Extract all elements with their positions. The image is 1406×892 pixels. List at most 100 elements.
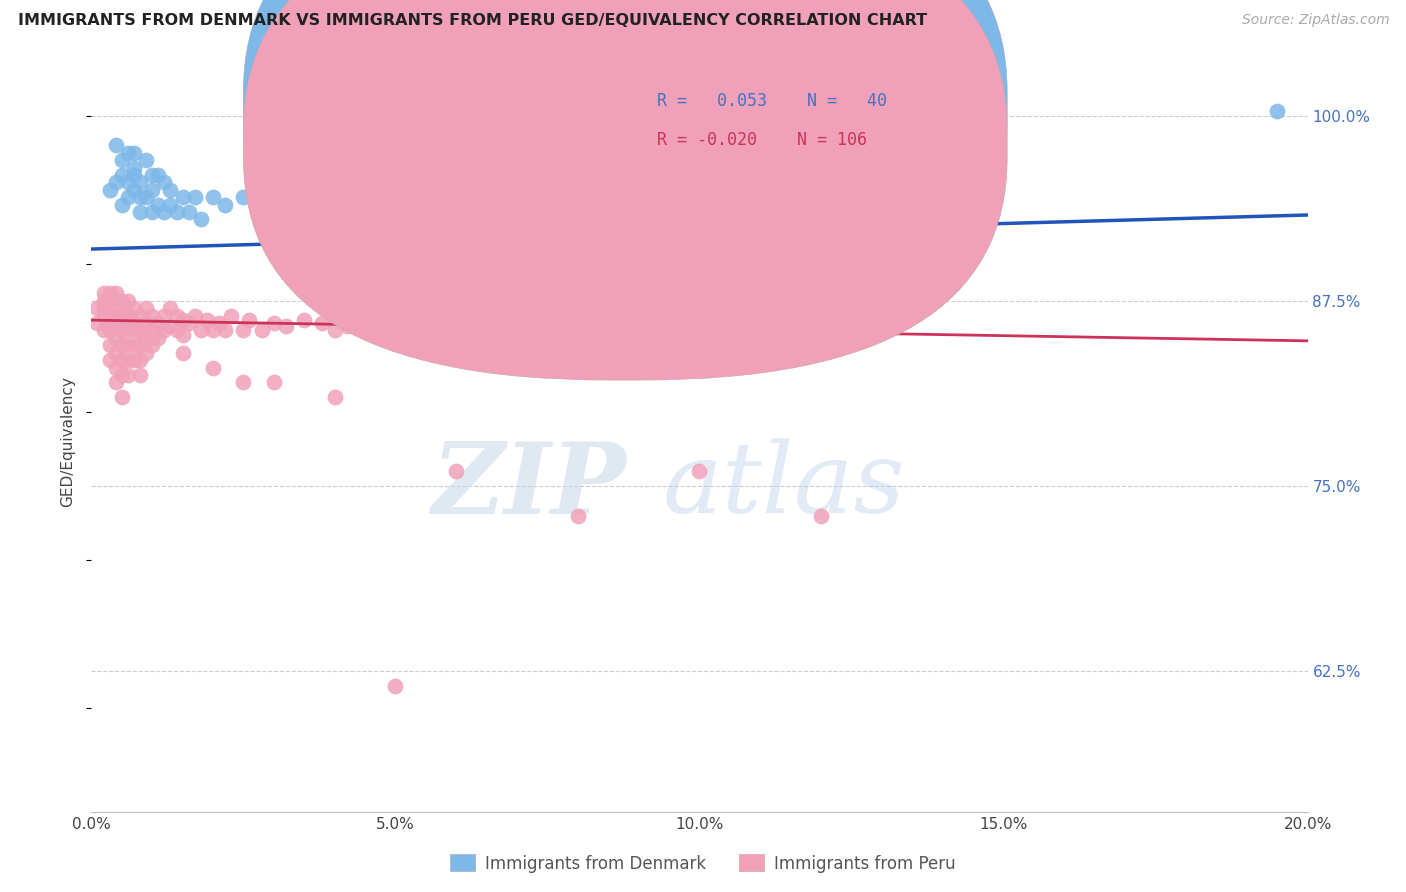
Point — [129, 309, 152, 323]
Point — [323, 324, 346, 338]
Point — [111, 368, 134, 382]
Point — [159, 197, 181, 211]
Point — [98, 286, 121, 301]
Point — [177, 316, 200, 330]
Point — [135, 301, 157, 316]
Point — [117, 293, 139, 308]
Point — [104, 309, 127, 323]
Legend: Immigrants from Denmark, Immigrants from Peru: Immigrants from Denmark, Immigrants from… — [443, 847, 963, 880]
Point — [148, 331, 170, 345]
Point — [202, 190, 225, 204]
Point — [190, 212, 212, 227]
Point — [172, 313, 194, 327]
Point — [86, 316, 108, 330]
Point — [190, 324, 212, 338]
Point — [219, 309, 242, 323]
Point — [274, 319, 297, 334]
Point — [129, 175, 152, 190]
Point — [688, 464, 710, 478]
Point — [475, 309, 498, 323]
Point — [117, 353, 139, 368]
FancyBboxPatch shape — [591, 78, 991, 171]
Point — [373, 324, 395, 338]
Point — [1265, 104, 1288, 119]
Point — [810, 242, 832, 256]
Point — [141, 183, 163, 197]
Point — [117, 316, 139, 330]
Point — [104, 316, 127, 330]
Point — [104, 301, 127, 316]
Point — [141, 205, 163, 219]
Point — [93, 324, 115, 338]
Point — [117, 190, 139, 204]
Point — [148, 316, 170, 330]
Point — [129, 324, 152, 338]
Point — [354, 313, 377, 327]
Point — [208, 316, 231, 330]
Point — [567, 293, 589, 308]
Point — [111, 338, 134, 352]
Point — [688, 301, 710, 316]
Point — [117, 145, 139, 160]
Point — [135, 316, 157, 330]
Point — [148, 168, 170, 182]
Point — [111, 293, 134, 308]
Point — [104, 138, 127, 153]
Point — [129, 368, 152, 382]
Point — [177, 205, 200, 219]
Point — [98, 338, 121, 352]
Point — [444, 464, 467, 478]
Point — [153, 309, 176, 323]
Text: Source: ZipAtlas.com: Source: ZipAtlas.com — [1241, 13, 1389, 28]
Point — [141, 324, 163, 338]
Point — [263, 242, 285, 256]
Point — [166, 309, 188, 323]
Point — [135, 331, 157, 345]
Point — [141, 309, 163, 323]
Point — [104, 376, 127, 390]
Point — [93, 293, 115, 308]
Point — [122, 301, 145, 316]
Text: R = -0.020    N = 106: R = -0.020 N = 106 — [657, 131, 868, 149]
Point — [870, 316, 893, 330]
Point — [111, 197, 134, 211]
Point — [111, 353, 134, 368]
Point — [122, 168, 145, 182]
Point — [166, 324, 188, 338]
Point — [323, 264, 346, 278]
Point — [263, 316, 285, 330]
Point — [214, 324, 236, 338]
Point — [111, 153, 134, 168]
Point — [104, 331, 127, 345]
Point — [384, 679, 406, 693]
Point — [117, 338, 139, 352]
Point — [166, 205, 188, 219]
Point — [141, 331, 163, 345]
Point — [135, 153, 157, 168]
Point — [153, 175, 176, 190]
Point — [104, 360, 127, 375]
Point — [232, 376, 254, 390]
FancyBboxPatch shape — [243, 0, 1007, 380]
Point — [749, 313, 772, 327]
Point — [129, 205, 152, 219]
Point — [122, 183, 145, 197]
Point — [658, 324, 681, 338]
Point — [122, 353, 145, 368]
Point — [159, 183, 181, 197]
Point — [111, 316, 134, 330]
Point — [415, 309, 437, 323]
Point — [117, 175, 139, 190]
Point — [122, 145, 145, 160]
Text: IMMIGRANTS FROM DENMARK VS IMMIGRANTS FROM PERU GED/EQUIVALENCY CORRELATION CHAR: IMMIGRANTS FROM DENMARK VS IMMIGRANTS FR… — [18, 13, 928, 29]
Point — [135, 345, 157, 359]
Point — [141, 168, 163, 182]
Point — [111, 324, 134, 338]
Point — [148, 197, 170, 211]
Point — [98, 353, 121, 368]
Point — [159, 301, 181, 316]
Point — [111, 309, 134, 323]
Point — [810, 508, 832, 523]
Point — [117, 324, 139, 338]
Point — [129, 353, 152, 368]
